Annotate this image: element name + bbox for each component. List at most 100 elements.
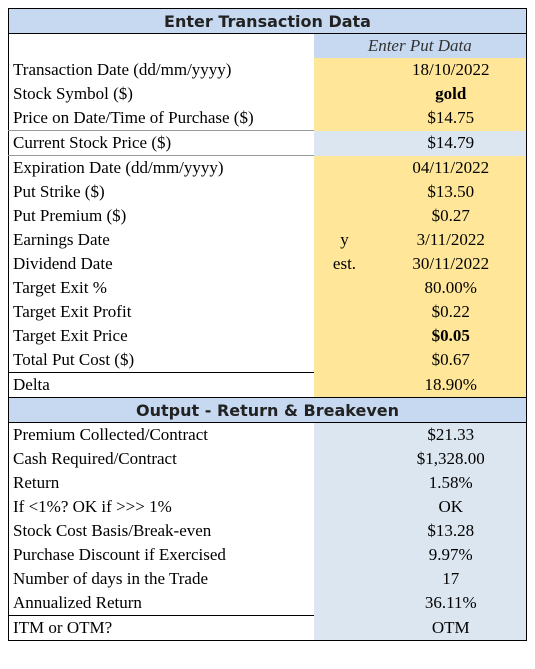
row-label: Target Exit Price [13, 326, 128, 345]
data-row: Put Premium ($) $0.27 [9, 204, 527, 228]
data-row: Annualized Return 36.11% [9, 591, 527, 616]
row-spacer [313, 155, 376, 180]
row-spacer [313, 348, 376, 373]
row-label: Dividend Date [13, 254, 113, 273]
column-header-row: Enter Put Data [9, 33, 527, 59]
data-row: Put Strike ($) $13.50 [9, 180, 527, 204]
data-row: Cash Required/Contract $1,328.00 [9, 447, 527, 471]
row-label: Delta [8, 372, 314, 398]
row-spacer [313, 567, 376, 591]
row-label: Number of days in the Trade [13, 569, 209, 588]
row-value: 04/11/2022 [375, 155, 527, 180]
row-value: 80.00% [375, 276, 527, 300]
data-row: Number of days in the Trade 17 [9, 567, 527, 591]
data-row: ITM or OTM? OTM [8, 615, 527, 641]
row-label: Current Stock Price ($) [8, 130, 314, 156]
table-body: Enter Transaction Data Enter Put Data Tran… [8, 8, 527, 641]
row-spacer [313, 543, 376, 567]
data-row: Target Exit % 80.00% [9, 276, 527, 300]
row-label: Target Exit % [13, 278, 107, 297]
row-value: $0.67 [375, 348, 527, 373]
data-row: Expiration Date (dd/mm/yyyy) 04/11/2022 [9, 155, 527, 180]
row-value: $21.33 [375, 422, 527, 447]
row-value: $0.27 [375, 204, 527, 228]
data-row: Earnings Date y 3/11/2022 [9, 228, 527, 252]
row-spacer [313, 471, 376, 495]
row-label: Put Premium ($) [13, 206, 127, 225]
row-label: Stock Symbol ($) [13, 84, 133, 103]
row-label: ITM or OTM? [8, 615, 314, 641]
row-value: OK [375, 495, 527, 519]
row-spacer [313, 422, 376, 447]
row-label: Premium Collected/Contract [13, 425, 208, 444]
row-label: Return [13, 473, 60, 492]
row-spacer [313, 447, 376, 471]
row-value: gold [375, 82, 527, 106]
row-value: $0.05 [375, 324, 527, 348]
row-value: 1.58% [375, 471, 527, 495]
row-value: $13.28 [375, 519, 527, 543]
data-row: Stock Cost Basis/Break-even $13.28 [9, 519, 527, 543]
data-row: If <1%? OK if >>> 1% OK [9, 495, 527, 519]
row-value: $0.22 [375, 300, 527, 324]
row-value: 18/10/2022 [375, 58, 527, 82]
row-label: Transaction Date (dd/mm/yyyy) [13, 60, 232, 79]
data-row: Purchase Discount if Exercised 9.97% [9, 543, 527, 567]
row-label: If <1%? OK if >>> 1% [13, 497, 172, 516]
row-label: Annualized Return [13, 593, 142, 612]
section-title: Output - Return & Breakeven [8, 397, 527, 423]
row-note: y [313, 228, 376, 252]
row-spacer [313, 324, 376, 348]
column-header: Enter Put Data [313, 33, 527, 58]
row-spacer [313, 591, 376, 616]
data-row: Total Put Cost ($) $0.67 [9, 348, 527, 373]
row-value: $13.50 [375, 180, 527, 204]
row-note: est. [313, 252, 376, 276]
row-value: $14.79 [375, 130, 527, 156]
section-title: Enter Transaction Data [8, 8, 527, 34]
row-spacer [313, 82, 376, 106]
row-label: Put Strike ($) [13, 182, 105, 201]
data-row: Delta 18.90% [8, 372, 527, 398]
row-label: Stock Cost Basis/Break-even [13, 521, 212, 540]
row-value: 3/11/2022 [375, 228, 527, 252]
data-row: Current Stock Price ($) $14.79 [8, 130, 527, 156]
data-row: Premium Collected/Contract $21.33 [9, 422, 527, 447]
row-label: Cash Required/Contract [13, 449, 177, 468]
row-label: Purchase Discount if Exercised [13, 545, 226, 564]
transaction-table: Enter Transaction Data Enter Put Data Tran… [8, 8, 528, 641]
row-label: Earnings Date [13, 230, 110, 249]
row-spacer [313, 495, 376, 519]
row-spacer [313, 615, 376, 641]
row-value: 9.97% [375, 543, 527, 567]
data-row: Target Exit Profit $0.22 [9, 300, 527, 324]
row-value: $1,328.00 [375, 447, 527, 471]
data-row: Target Exit Price $0.05 [9, 324, 527, 348]
row-label: Target Exit Profit [13, 302, 132, 321]
row-spacer [313, 106, 376, 131]
row-value: 18.90% [375, 372, 527, 398]
data-row: Stock Symbol ($) gold [9, 82, 527, 106]
row-value: 30/11/2022 [375, 252, 527, 276]
data-row: Dividend Date est. 30/11/2022 [9, 252, 527, 276]
row-label: Price on Date/Time of Purchase ($) [13, 108, 254, 127]
row-spacer [313, 519, 376, 543]
row-label: Total Put Cost ($) [13, 350, 135, 369]
data-row: Price on Date/Time of Purchase ($) $14.75 [9, 106, 527, 131]
blank-cell [9, 34, 314, 59]
row-spacer [313, 372, 376, 398]
data-row: Return 1.58% [9, 471, 527, 495]
row-value: 17 [375, 567, 527, 591]
row-value: 36.11% [375, 591, 527, 616]
row-spacer [313, 58, 376, 82]
row-spacer [313, 276, 376, 300]
row-value: $14.75 [375, 106, 527, 131]
row-label: Expiration Date (dd/mm/yyyy) [13, 158, 224, 177]
data-row: Transaction Date (dd/mm/yyyy) 18/10/2022 [9, 58, 527, 82]
row-spacer [313, 180, 376, 204]
row-spacer [313, 130, 376, 156]
row-value: OTM [375, 615, 527, 641]
row-spacer [313, 204, 376, 228]
section-header-row: Output - Return & Breakeven [8, 397, 527, 423]
